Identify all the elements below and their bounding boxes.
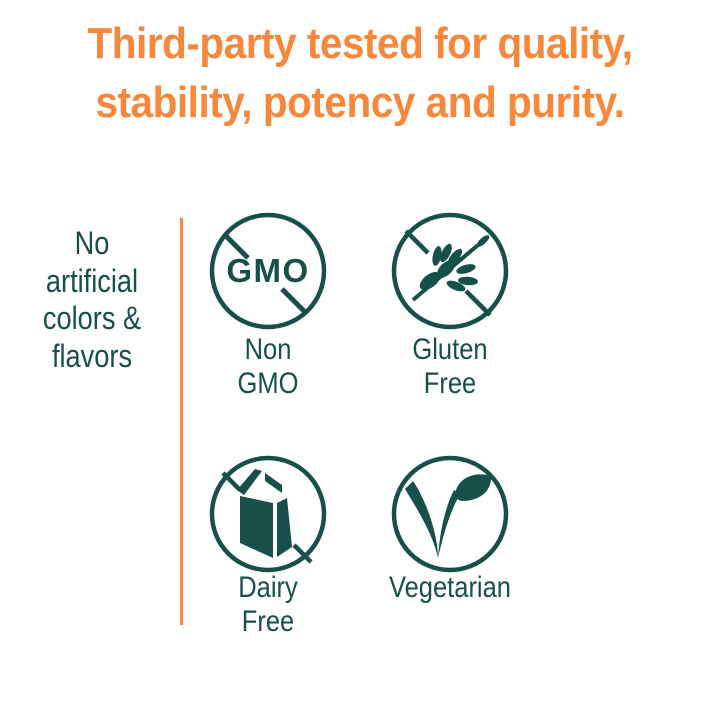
gmo-icon-text: GMO xyxy=(226,252,309,289)
side-note: No artificial colors & flavors xyxy=(42,225,142,374)
leaf-v-glyph xyxy=(405,474,492,558)
milk-carton-glyph xyxy=(237,469,292,558)
gluten-free-label: Gluten Free xyxy=(412,333,488,400)
dairy-free-label: Dairy Free xyxy=(238,571,298,638)
non-gmo-label: Non GMO xyxy=(237,333,299,400)
wheat-ear-glyph xyxy=(411,235,490,302)
vegetarian-label: Vegetarian xyxy=(389,571,511,604)
vegetarian-badge xyxy=(385,449,515,579)
headline: Third-party tested for quality, stabilit… xyxy=(87,19,633,127)
milk-carton-crossed-circle-icon xyxy=(209,455,327,573)
vertical-divider xyxy=(180,218,183,625)
dairy-free-badge xyxy=(203,449,333,579)
leaf-v-circle-icon xyxy=(391,455,509,573)
gmo-crossed-circle-icon: GMO xyxy=(209,212,327,330)
wheat-crossed-circle-icon xyxy=(391,212,509,330)
non-gmo-badge: GMO xyxy=(203,206,333,336)
gluten-free-badge xyxy=(385,206,515,336)
